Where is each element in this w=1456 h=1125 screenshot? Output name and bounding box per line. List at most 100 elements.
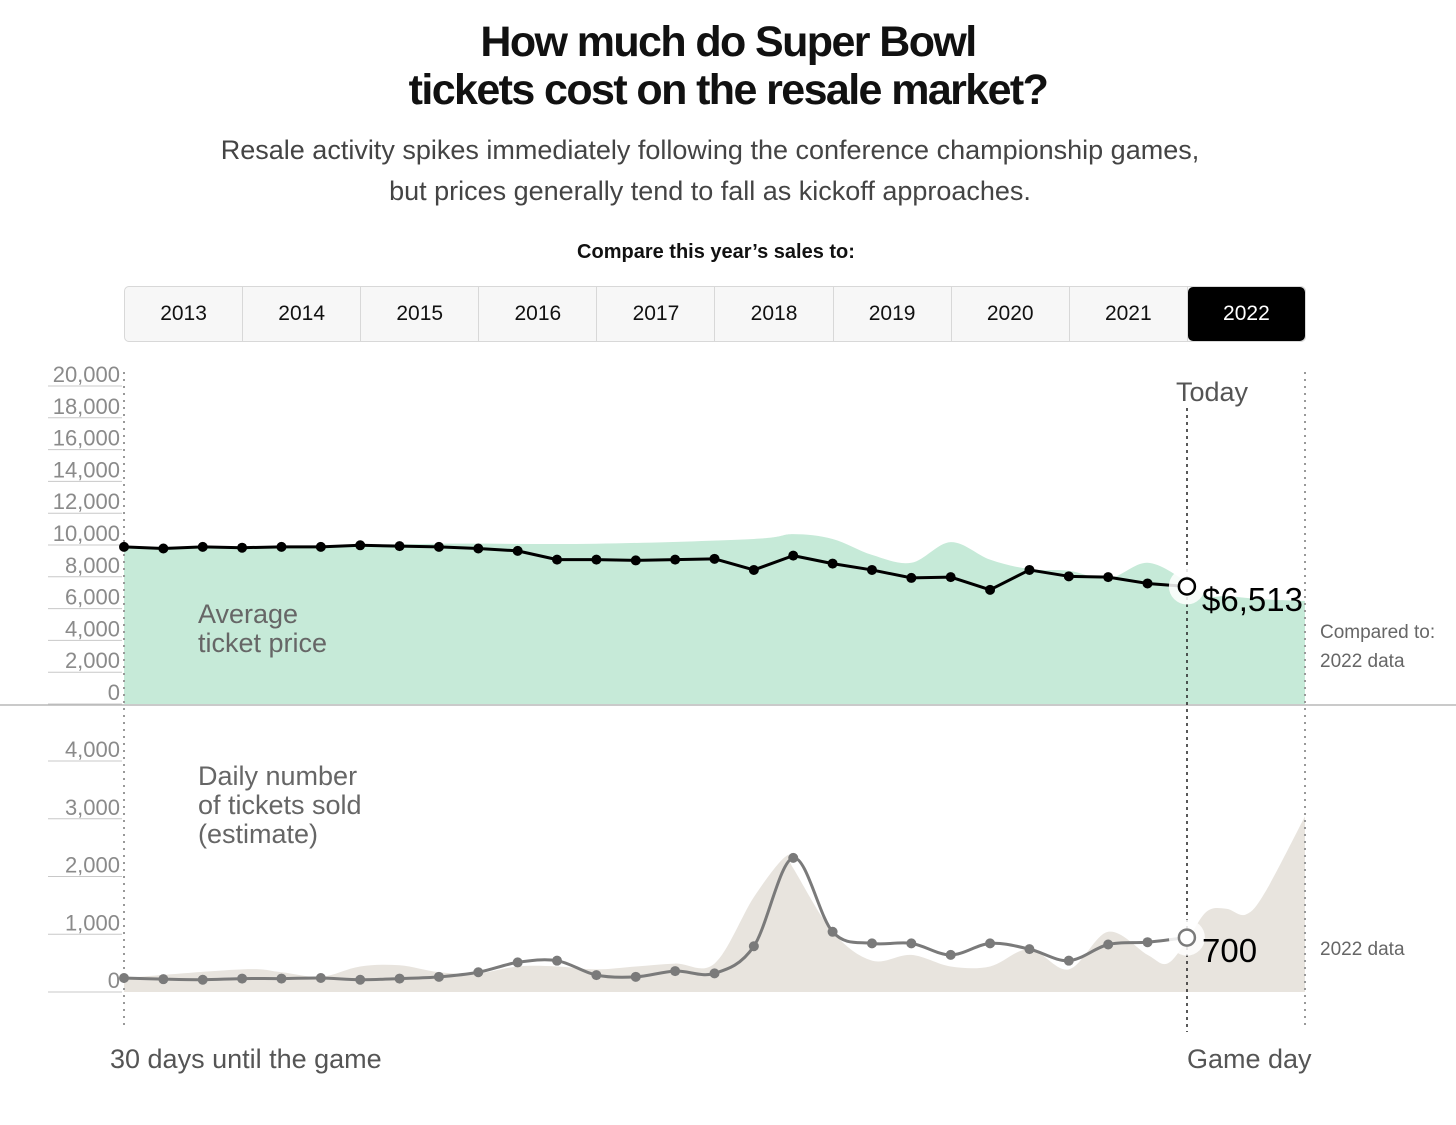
comparison-data-label-bottom: 2022 data xyxy=(1320,939,1405,960)
price-data-point[interactable] xyxy=(473,543,484,554)
sales-value-label: 700 xyxy=(1202,932,1257,969)
sales-data-point[interactable] xyxy=(1063,955,1074,966)
price-data-point[interactable] xyxy=(1024,564,1035,575)
price-data-point[interactable] xyxy=(985,584,996,595)
year-tab-2020[interactable]: 2020 xyxy=(952,287,1070,341)
year-tab-2015[interactable]: 2015 xyxy=(361,287,480,341)
price-current-point[interactable] xyxy=(1177,577,1197,596)
sales-data-point[interactable] xyxy=(512,957,523,968)
sales-data-point[interactable] xyxy=(552,955,563,966)
year-tab-2013[interactable]: 2013 xyxy=(125,287,244,341)
price-data-point[interactable] xyxy=(158,543,169,554)
price-data-point[interactable] xyxy=(1103,572,1114,583)
sales-axis-label: (estimate) xyxy=(198,819,318,849)
sales-data-point[interactable] xyxy=(748,941,759,952)
price-data-point[interactable] xyxy=(1142,578,1153,589)
price-tick-label: 12,000 xyxy=(53,489,120,514)
sales-data-point[interactable] xyxy=(827,926,838,937)
sales-tick-label: 3,000 xyxy=(65,795,120,820)
price-data-point[interactable] xyxy=(394,541,405,552)
price-axis-label: ticket price xyxy=(198,628,327,658)
sales-data-point[interactable] xyxy=(158,974,169,985)
chart-title-line1: How much do Super Bowl xyxy=(480,18,977,66)
price-tick-label: 14,000 xyxy=(53,457,120,482)
axis-layer: 20,000 18,000 16,000 14,000 12,000 10,000 8,00… xyxy=(0,362,1456,1032)
price-tick-label: 0 xyxy=(108,680,120,705)
sales-data-point[interactable] xyxy=(866,938,877,949)
series-lines xyxy=(119,540,1205,985)
price-tick-label: 2,000 xyxy=(65,648,120,673)
chart-labels: Today 30 days until the game Game day Co… xyxy=(110,377,1435,1074)
price-data-point[interactable] xyxy=(197,541,208,552)
sales-data-point[interactable] xyxy=(276,973,287,984)
sales-data-point[interactable] xyxy=(433,971,444,982)
price-data-point[interactable] xyxy=(630,555,641,566)
price-data-point[interactable] xyxy=(866,564,877,575)
sales-axis-label: of tickets sold xyxy=(198,790,362,820)
price-data-point[interactable] xyxy=(945,572,956,583)
sales-data-point[interactable] xyxy=(788,852,799,863)
price-data-point[interactable] xyxy=(1063,571,1074,582)
year-selector: 2013 2014 2015 2016 2017 2018 2019 2020 2021 2022 xyxy=(124,286,1306,342)
sales-series-line xyxy=(123,856,1188,982)
sales-data-point[interactable] xyxy=(1024,944,1035,955)
price-data-point[interactable] xyxy=(827,558,838,569)
x-end-label: Game day xyxy=(1187,1044,1312,1074)
price-data-point[interactable] xyxy=(552,554,563,565)
price-tick-label: 10,000 xyxy=(53,521,120,546)
chart-title: How much do Super Bowl tickets cost on t… xyxy=(0,18,1456,114)
sales-data-point[interactable] xyxy=(591,970,602,981)
price-data-point[interactable] xyxy=(670,554,681,565)
sales-data-point[interactable] xyxy=(985,938,996,949)
year-tab-2017[interactable]: 2017 xyxy=(597,287,716,341)
price-data-point[interactable] xyxy=(709,553,720,564)
chart-title-line2: tickets cost on the resale market? xyxy=(408,66,1049,114)
sales-data-point[interactable] xyxy=(1103,939,1114,950)
sales-tick-label: 2,000 xyxy=(65,853,120,878)
sales-tick-label: 0 xyxy=(108,968,120,993)
price-data-point[interactable] xyxy=(355,540,366,551)
x-start-label: 30 days until the game xyxy=(110,1044,382,1074)
price-axis-label: Average xyxy=(198,599,298,629)
price-data-point[interactable] xyxy=(591,554,602,565)
price-data-point[interactable] xyxy=(433,541,444,552)
sales-data-point[interactable] xyxy=(315,973,326,983)
sales-data-point[interactable] xyxy=(197,974,208,985)
price-data-point[interactable] xyxy=(748,564,759,575)
sales-data-point[interactable] xyxy=(1142,937,1153,948)
sales-axis-label: Daily number xyxy=(198,761,357,791)
year-tab-2022[interactable]: 2022 xyxy=(1187,287,1305,341)
price-data-point[interactable] xyxy=(276,541,287,552)
sales-tick-label: 4,000 xyxy=(65,737,120,762)
sales-data-point[interactable] xyxy=(709,968,720,979)
sales-data-point[interactable] xyxy=(906,938,917,949)
price-data-point[interactable] xyxy=(788,550,799,561)
compare-label: Compare this year’s sales to: xyxy=(577,241,855,263)
sales-data-point[interactable] xyxy=(355,974,366,985)
year-tab-2018[interactable]: 2018 xyxy=(715,287,834,341)
price-data-point[interactable] xyxy=(315,541,326,552)
sales-current-point[interactable] xyxy=(1177,928,1197,947)
price-tick-label: 4,000 xyxy=(65,616,120,641)
price-data-point[interactable] xyxy=(906,572,917,583)
year-tab-2021[interactable]: 2021 xyxy=(1070,287,1188,341)
sales-tick-label: 1,000 xyxy=(65,910,120,935)
price-tick-label: 6,000 xyxy=(65,585,120,610)
sales-data-point[interactable] xyxy=(630,971,641,982)
sales-data-point[interactable] xyxy=(119,973,129,983)
year-tab-2016[interactable]: 2016 xyxy=(479,287,598,341)
price-data-point[interactable] xyxy=(237,542,248,553)
sales-data-point[interactable] xyxy=(473,967,484,978)
price-data-point[interactable] xyxy=(512,545,523,556)
sales-data-point[interactable] xyxy=(237,973,248,984)
year-tab-2014[interactable]: 2014 xyxy=(243,287,362,341)
comparison-data-label-top: 2022 data xyxy=(1320,651,1405,672)
year-tab-2019[interactable]: 2019 xyxy=(834,287,952,341)
sales-data-point[interactable] xyxy=(394,973,405,984)
price-data-point[interactable] xyxy=(119,541,129,552)
sales-data-point[interactable] xyxy=(670,966,681,977)
compared-to-label: Compared to: xyxy=(1320,622,1435,643)
sales-data-point[interactable] xyxy=(945,949,956,960)
chart-subtitle: Resale activity spikes immediately follo… xyxy=(220,135,1200,206)
price-tick-label: 16,000 xyxy=(53,426,120,451)
